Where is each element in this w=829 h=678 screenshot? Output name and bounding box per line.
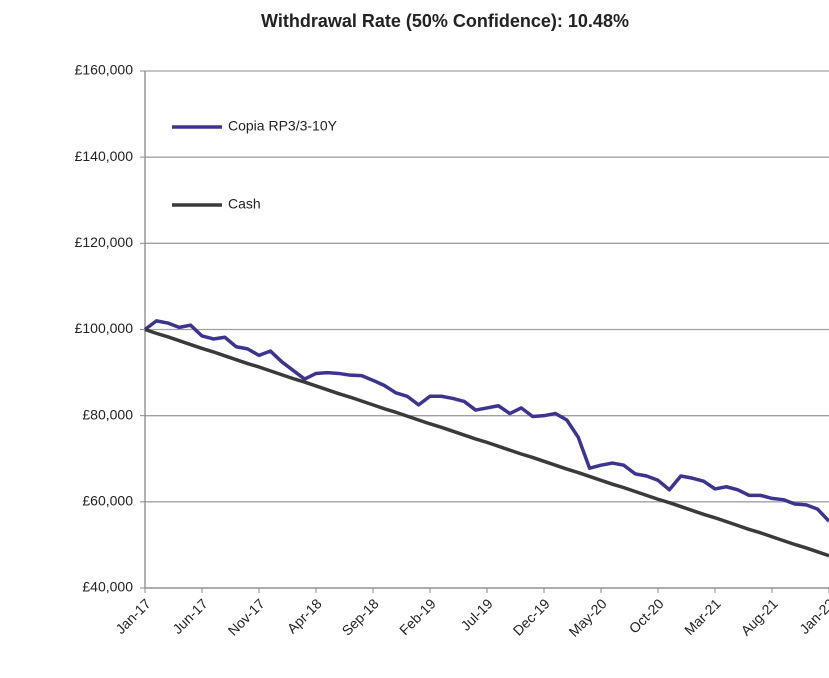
y-tick-label: £80,000 xyxy=(82,406,133,422)
x-tick-label: Jul-19 xyxy=(457,595,495,633)
series-line xyxy=(143,319,829,523)
x-tick-label: Sep-18 xyxy=(338,595,381,638)
legend-label: Copia RP3/3-10Y xyxy=(228,118,338,134)
x-tick-label: Jun-17 xyxy=(169,595,211,637)
x-tick-label: Oct-20 xyxy=(626,595,667,636)
y-tick-label: £140,000 xyxy=(75,148,134,164)
y-tick-label: £40,000 xyxy=(82,579,133,595)
y-tick-label: £160,000 xyxy=(75,62,134,78)
x-tick-label: Jan-22 xyxy=(796,595,829,637)
x-tick-label: Feb-19 xyxy=(396,595,439,638)
x-tick-label: Dec-19 xyxy=(510,595,553,638)
series-line xyxy=(144,327,829,558)
x-tick-label: May-20 xyxy=(565,595,609,639)
x-tick-label: Mar-21 xyxy=(681,595,724,638)
chart-title: Withdrawal Rate (50% Confidence): 10.48% xyxy=(261,11,629,31)
y-tick-label: £60,000 xyxy=(82,493,133,509)
legend-label: Cash xyxy=(228,196,261,212)
y-tick-label: £100,000 xyxy=(75,320,134,336)
x-tick-label: Nov-17 xyxy=(225,595,268,638)
x-tick-label: Apr-18 xyxy=(284,595,325,636)
x-tick-label: Aug-21 xyxy=(737,595,780,638)
y-tick-label: £120,000 xyxy=(75,234,134,250)
x-tick-label: Jan-17 xyxy=(112,595,154,637)
